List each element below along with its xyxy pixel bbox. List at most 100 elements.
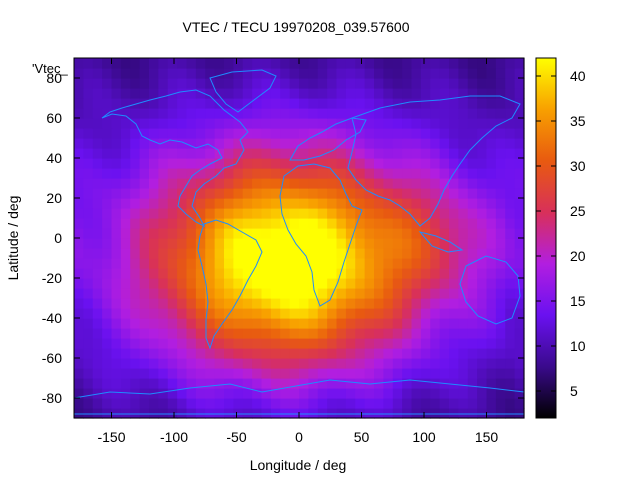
heatmap-cell (467, 328, 478, 339)
heatmap-cell (467, 368, 478, 379)
heatmap-cell (355, 348, 366, 359)
heatmap-cell (355, 158, 366, 169)
heatmap-cell (74, 308, 84, 319)
heatmap-cell (458, 298, 469, 309)
heatmap-cell (92, 68, 103, 79)
heatmap-cell (252, 398, 263, 409)
heatmap-cell (383, 268, 394, 279)
heatmap-cell (177, 168, 188, 179)
heatmap-cell (224, 218, 234, 229)
heatmap-cell (214, 288, 225, 299)
heatmap-cell (205, 148, 216, 159)
heatmap-cell (252, 318, 263, 329)
heatmap-cell (224, 308, 234, 319)
heatmap-cell (270, 308, 281, 319)
heatmap-cell (355, 138, 366, 149)
heatmap-cell (233, 238, 244, 249)
heatmap-cell (467, 158, 478, 169)
heatmap-cell (280, 228, 291, 239)
heatmap-plot: -150 -100 -50 0 50 100 150-80-60-40-2002040608… (32, 57, 525, 445)
heatmap-cell (364, 88, 375, 99)
heatmap-cell (149, 268, 159, 279)
heatmap-cell (280, 198, 291, 209)
heatmap-cell (308, 348, 319, 359)
heatmap-cell (317, 108, 328, 119)
heatmap-cell (261, 178, 272, 189)
heatmap-cell (458, 208, 469, 219)
heatmap-cell (486, 108, 497, 119)
heatmap-cell (186, 208, 197, 219)
heatmap-cell (477, 188, 488, 199)
heatmap-cell (214, 388, 225, 399)
heatmap-cell (299, 158, 309, 169)
heatmap-cell (336, 278, 347, 289)
heatmap-cell (74, 358, 84, 369)
heatmap-cell (289, 228, 300, 239)
heatmap-cell (430, 368, 441, 379)
heatmap-cell (102, 288, 113, 299)
heatmap-cell (177, 258, 188, 269)
heatmap-cell (411, 168, 422, 179)
heatmap-cell (149, 328, 159, 339)
heatmap-cell (477, 328, 488, 339)
y-axis-label: Latitude / deg (5, 196, 21, 281)
heatmap-cell (261, 278, 272, 289)
heatmap-cell (102, 68, 113, 79)
heatmap-cell (449, 298, 459, 309)
heatmap-cell (383, 188, 394, 199)
heatmap-cell (186, 118, 197, 129)
heatmap-cell (439, 358, 450, 369)
heatmap-cell (92, 258, 103, 269)
heatmap-cell (233, 78, 244, 89)
heatmap-cell (514, 348, 525, 359)
heatmap-cell (430, 338, 441, 349)
heatmap-cell (383, 398, 394, 409)
heatmap-cell (411, 198, 422, 209)
heatmap-cell (214, 228, 225, 239)
heatmap-cell (411, 268, 422, 279)
heatmap-cell (420, 108, 431, 119)
heatmap-cell (177, 388, 188, 399)
heatmap-cell (242, 228, 253, 239)
heatmap-cell (270, 338, 281, 349)
heatmap-cell (420, 198, 431, 209)
heatmap-cell (430, 328, 441, 339)
heatmap-cell (111, 318, 122, 329)
heatmap-cell (392, 148, 403, 159)
heatmap-cell (430, 178, 441, 189)
heatmap-cell (345, 88, 356, 99)
heatmap-cell (420, 148, 431, 159)
heatmap-cell (242, 378, 253, 389)
heatmap-cell (495, 258, 506, 269)
heatmap-cell (289, 278, 300, 289)
heatmap-cell (308, 268, 319, 279)
heatmap-cell (102, 178, 113, 189)
heatmap-cell (364, 308, 375, 319)
heatmap-cell (74, 58, 84, 69)
heatmap-cell (158, 288, 169, 299)
heatmap-cell (345, 328, 356, 339)
heatmap-cell (167, 378, 178, 389)
heatmap-cell (224, 278, 234, 289)
heatmap-cell (411, 358, 422, 369)
heatmap-cell (449, 108, 459, 119)
heatmap-cell (486, 278, 497, 289)
heatmap-cell (158, 388, 169, 399)
heatmap-cell (345, 118, 356, 129)
heatmap-cell (158, 398, 169, 409)
heatmap-cell (477, 248, 488, 259)
heatmap-cell (317, 258, 328, 269)
heatmap-cell (167, 188, 178, 199)
heatmap-cell (130, 98, 141, 109)
heatmap-cell (383, 138, 394, 149)
heatmap-cell (495, 158, 506, 169)
heatmap-cell (214, 108, 225, 119)
heatmap-cell (270, 78, 281, 89)
heatmap-cell (242, 78, 253, 89)
heatmap-cell (233, 318, 244, 329)
heatmap-cell (345, 408, 356, 419)
heatmap-cell (224, 348, 234, 359)
heatmap-cell (355, 128, 366, 139)
heatmap-cell (280, 338, 291, 349)
